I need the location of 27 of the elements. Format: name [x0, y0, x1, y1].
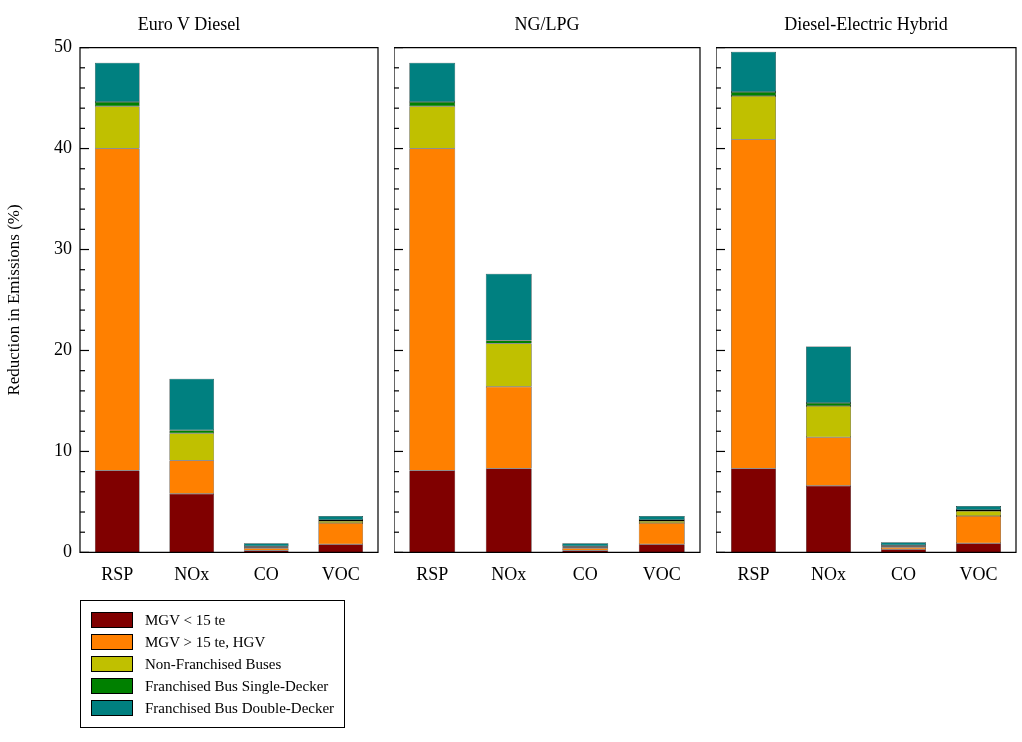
legend-label: Non-Franchised Buses [145, 655, 282, 673]
chart-title: Diesel-Electric Hybrid [784, 13, 948, 34]
x-tick-label: CO [572, 563, 598, 584]
y-tick-label: 10 [54, 440, 72, 461]
x-tick-label: RSP [101, 563, 134, 584]
x-tick-label: RSP [416, 563, 449, 584]
x-tick-label: NOx [491, 563, 527, 584]
x-tick-label: VOC [321, 563, 360, 584]
legend-label: Franchised Bus Single-Decker [145, 677, 329, 695]
y-tick-label: 20 [54, 339, 72, 360]
chart-title: Euro V Diesel [137, 13, 241, 34]
y-tick-label: 0 [63, 541, 72, 562]
legend-label: MGV > 15 te, HGV [145, 633, 266, 651]
x-tick-label: VOC [959, 563, 998, 584]
y-axis-title: Reduction in Emissions (%) [3, 204, 23, 396]
x-tick-label: NOx [174, 563, 210, 584]
y-tick-label: 30 [54, 238, 72, 259]
legend-label: Franchised Bus Double-Decker [145, 699, 335, 717]
x-tick-label: CO [253, 563, 279, 584]
y-tick-label: 50 [54, 36, 72, 57]
x-tick-label: RSP [737, 563, 770, 584]
x-tick-label: NOx [811, 563, 846, 584]
x-tick-label: VOC [642, 563, 681, 584]
chart-title: NG/LPG [514, 13, 580, 34]
legend-label: MGV < 15 te [145, 611, 226, 629]
y-tick-label: 40 [54, 137, 72, 158]
x-tick-label: CO [890, 563, 917, 584]
